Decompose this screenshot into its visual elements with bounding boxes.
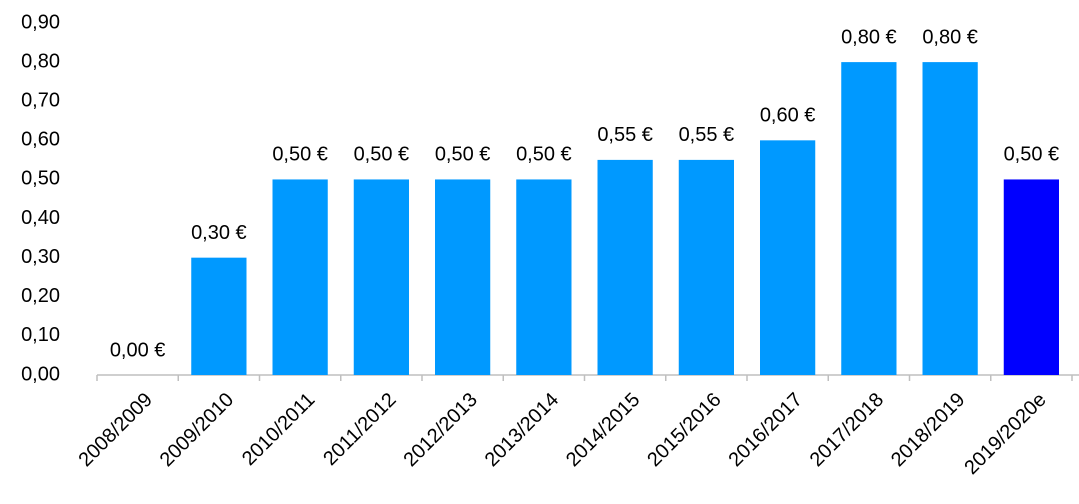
bar (760, 140, 816, 375)
bar (272, 179, 328, 375)
value-label: 0,50 € (1004, 144, 1060, 166)
value-label: 0,00 € (110, 339, 166, 361)
bar (516, 179, 572, 375)
y-tick-label: 0,90 (21, 11, 60, 33)
bar (1003, 179, 1059, 375)
x-tick-label: 2017/2018 (806, 389, 888, 471)
value-label: 0,50 € (516, 144, 572, 166)
y-tick-label: 0,40 (21, 207, 60, 229)
bar (191, 257, 247, 375)
x-tick-label: 2018/2019 (887, 389, 969, 471)
bar (841, 62, 897, 375)
x-tick-label: 2012/2013 (399, 389, 481, 471)
x-tick-label: 2011/2012 (319, 389, 400, 470)
x-tick-label: 2009/2010 (156, 389, 238, 471)
x-tick-label: 2015/2016 (643, 389, 725, 471)
bar (678, 159, 734, 375)
y-tick-label: 0,30 (21, 246, 60, 268)
y-tick-label: 0,70 (21, 90, 60, 112)
y-tick-label: 0,60 (21, 129, 60, 151)
bar (353, 179, 409, 375)
value-label: 0,50 € (435, 144, 491, 166)
x-tick-label: 2008/2009 (74, 389, 156, 471)
x-tick-label: 2010/2011 (238, 389, 319, 470)
value-label: 0,80 € (841, 26, 897, 48)
x-tick-label: 2014/2015 (562, 389, 644, 471)
y-tick-label: 0,10 (21, 324, 60, 346)
x-tick-label: 2016/2017 (724, 389, 806, 471)
value-label: 0,60 € (760, 105, 816, 127)
y-tick-label: 0,20 (21, 285, 60, 307)
bar (435, 179, 491, 375)
bar (597, 159, 653, 375)
y-tick-label: 0,50 (21, 168, 60, 190)
value-label: 0,80 € (922, 26, 978, 48)
value-label: 0,50 € (354, 144, 410, 166)
x-tick-label: 2019/2020e (960, 389, 1050, 479)
value-label: 0,55 € (679, 124, 735, 146)
bar (922, 62, 978, 375)
value-label: 0,30 € (191, 222, 247, 244)
x-tick-label: 2013/2014 (481, 389, 563, 471)
y-tick-label: 0,80 (21, 50, 60, 72)
value-label: 0,55 € (597, 124, 653, 146)
y-tick-label: 0,00 (21, 363, 60, 385)
value-label: 0,50 € (272, 144, 328, 166)
